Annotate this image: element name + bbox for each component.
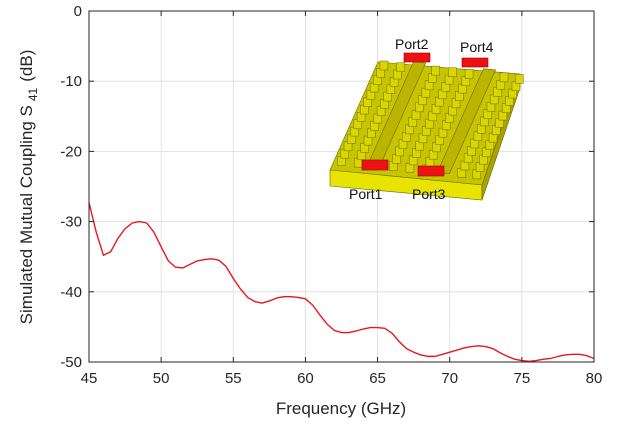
- x-tick-label: 50: [153, 370, 170, 387]
- inset-ridge: [436, 68, 497, 174]
- port2-label: Port2: [395, 36, 429, 52]
- y-tick-label: -10: [60, 73, 82, 90]
- port3-marker: [417, 165, 445, 177]
- port1-marker: [361, 159, 389, 171]
- x-tick-label: 55: [225, 370, 242, 387]
- inset-pin-array: [337, 60, 524, 180]
- inset-pin: [448, 67, 457, 78]
- port3-label: Port3: [412, 186, 446, 202]
- x-tick-label: 60: [297, 370, 314, 387]
- port4-label: Port4: [460, 39, 494, 55]
- x-tick-labels: 45 50 55 60 65 70 75 80: [81, 370, 603, 387]
- x-tick-label: 75: [514, 370, 531, 387]
- series-layer: [88, 202, 595, 362]
- inset-pin: [379, 60, 389, 71]
- inset-pin: [431, 65, 440, 76]
- x-axis-title: Frequency (GHz): [276, 399, 406, 418]
- series-line: [88, 202, 595, 362]
- y-axis-title-subscript: 41: [26, 87, 40, 101]
- x-tick-label: 45: [81, 370, 98, 387]
- y-tick-labels: 0 -10 -20 -30 -40 -50: [60, 3, 82, 371]
- axis-ticks: [88, 10, 595, 363]
- y-tick-label: -30: [60, 214, 82, 231]
- inset-pin: [464, 69, 474, 79]
- plot-frame: [88, 10, 595, 363]
- y-axis-title: Simulated Mutual Coupling S 41 (dB): [17, 50, 40, 325]
- y-tick-label: 0: [74, 3, 82, 20]
- x-tick-label: 70: [441, 370, 458, 387]
- y-tick-label: -50: [60, 354, 82, 371]
- y-tick-label: -20: [60, 143, 82, 160]
- inset-pin: [514, 74, 524, 84]
- inset-pin: [396, 62, 405, 72]
- y-axis-title-unit: (dB): [17, 50, 36, 82]
- x-tick-label: 65: [369, 370, 386, 387]
- port2-marker: [403, 52, 431, 63]
- port1-label: Port1: [349, 186, 383, 202]
- y-axis-title-main: Simulated Mutual Coupling S: [17, 105, 36, 324]
- port-structure-inset: Port2 Port4 Port1 Port3: [329, 36, 524, 202]
- inset-pin: [499, 72, 509, 83]
- port4-marker: [461, 57, 489, 68]
- y-tick-label: -40: [60, 284, 82, 301]
- x-tick-label: 80: [586, 370, 603, 387]
